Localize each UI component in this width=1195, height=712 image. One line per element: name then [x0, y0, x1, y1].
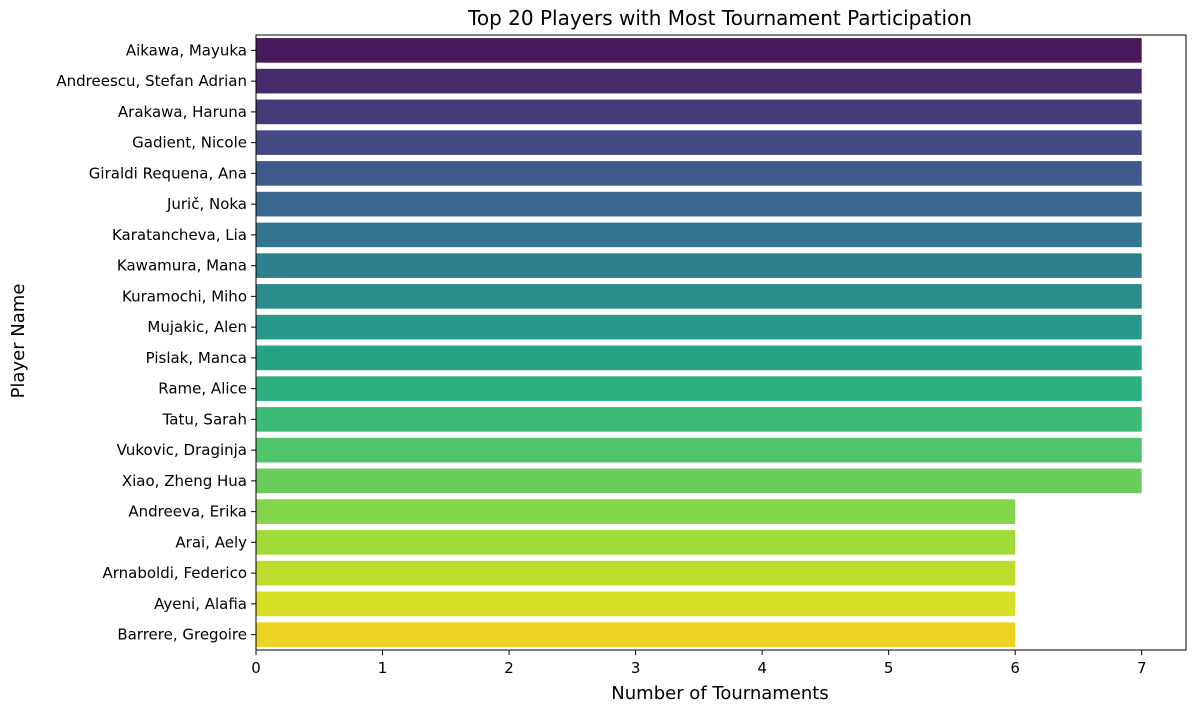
- y-tick-label: Karatancheva, Lia: [112, 226, 247, 244]
- x-tick-label: 4: [757, 659, 767, 677]
- x-tick-label: 1: [378, 659, 388, 677]
- x-tick-label: 0: [251, 659, 261, 677]
- plot-frame: [255, 34, 1187, 651]
- y-tick-label: Arnaboldi, Federico: [103, 564, 248, 582]
- y-tick-label: Vukovic, Draginja: [117, 441, 247, 459]
- x-tick-label: 5: [884, 659, 894, 677]
- bar: [256, 530, 1016, 555]
- y-tick-label: Barrere, Gregoire: [117, 626, 247, 644]
- bar: [256, 161, 1142, 186]
- y-tick-label: Giraldi Requena, Ana: [89, 164, 247, 182]
- y-tick-label: Kuramochi, Miho: [122, 287, 247, 305]
- y-tick-label: Kawamura, Mana: [117, 257, 247, 275]
- x-tick-label: 7: [1137, 659, 1147, 677]
- chart-title: Top 20 Players with Most Tournament Part…: [467, 6, 972, 30]
- y-tick-label: Arai, Aely: [175, 533, 247, 551]
- bar: [256, 68, 1142, 94]
- bar: [256, 191, 1142, 217]
- bar: [256, 499, 1016, 524]
- y-axis-title: Player Name: [8, 284, 29, 399]
- y-tick-label: Gadient, Nicole: [132, 134, 247, 152]
- bar: [256, 314, 1142, 340]
- bar: [256, 407, 1142, 432]
- y-tick-label: Arakawa, Haruna: [118, 103, 247, 121]
- x-axis-ticks: 0 1 2 3 4 5 6 7: [251, 650, 1146, 677]
- bar: [256, 437, 1142, 463]
- y-tick-label: Jurič, Noka: [166, 195, 247, 213]
- y-tick-label: Ayeni, Alafia: [154, 595, 247, 613]
- bar: [256, 560, 1016, 586]
- bar: [256, 345, 1142, 371]
- y-tick-label: Xiao, Zheng Hua: [122, 472, 247, 490]
- bar: [256, 222, 1142, 248]
- y-tick-label: Andreeva, Erika: [128, 503, 247, 521]
- bar: [256, 99, 1142, 125]
- y-tick-label: Tatu, Sarah: [162, 410, 247, 428]
- y-tick-label: Mujakic, Alen: [147, 318, 247, 336]
- y-tick-label: Aikawa, Mayuka: [126, 41, 247, 59]
- bar: [256, 284, 1142, 309]
- y-tick-label: Pislak, Manca: [146, 349, 247, 367]
- y-tick-label: Rame, Alice: [158, 380, 247, 398]
- y-axis-ticks: Aikawa, Mayuka Andreescu, Stefan Adrian Ar…: [56, 41, 256, 644]
- x-tick-label: 6: [1010, 659, 1020, 677]
- x-axis-title: Number of Tournaments: [611, 683, 828, 704]
- bar: [256, 591, 1016, 617]
- x-tick-label: 2: [504, 659, 514, 677]
- y-tick-label: Andreescu, Stefan Adrian: [56, 72, 247, 90]
- bar: [256, 253, 1142, 278]
- bar: [256, 622, 1016, 647]
- bar: [256, 376, 1142, 401]
- x-tick-label: 3: [631, 659, 641, 677]
- bar: [256, 38, 1142, 63]
- bar: [256, 468, 1142, 494]
- bars-group: [256, 38, 1142, 647]
- bar: [256, 130, 1142, 155]
